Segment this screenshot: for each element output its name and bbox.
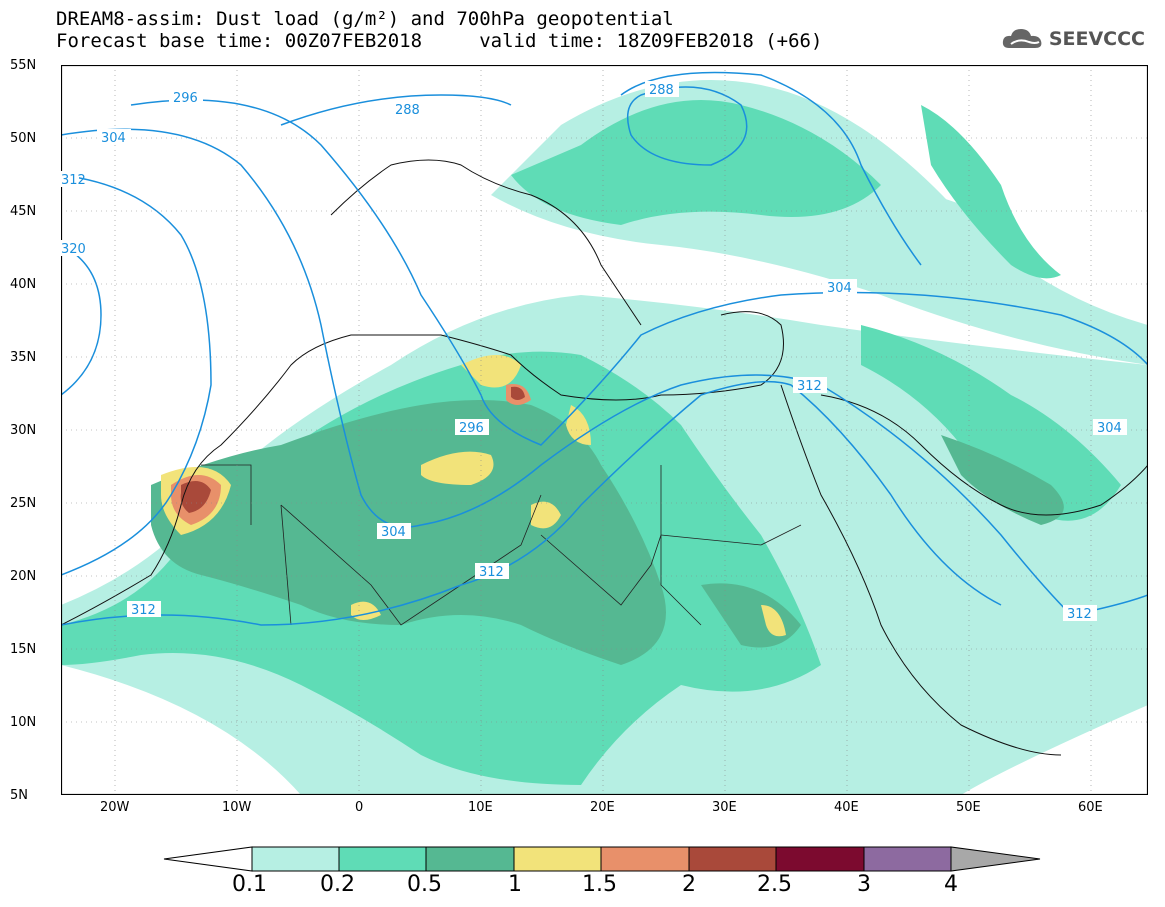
colorbar-label: 0.5	[407, 872, 442, 897]
lat-label: 20N	[10, 569, 37, 584]
colorbar-swatch	[425, 846, 515, 872]
lat-label: 45N	[10, 204, 37, 219]
contour-label-312-west: 312	[61, 171, 86, 188]
lon-label: 60E	[1078, 800, 1103, 815]
contour-label-320-west: 320	[61, 240, 86, 257]
colorbar-swatch	[863, 846, 952, 872]
contour-label-288-north: 288	[391, 101, 425, 118]
svg-text:320: 320	[61, 242, 86, 257]
colorbar	[163, 846, 1041, 872]
svg-text:288: 288	[649, 83, 674, 98]
lon-label: 30E	[712, 800, 737, 815]
colorbar-label: 2.5	[757, 872, 792, 897]
contour-label-288-east: 288	[645, 81, 679, 98]
lon-label: 0	[355, 800, 364, 815]
contour-label-296-center: 296	[455, 419, 489, 436]
country-borders	[201, 464, 802, 626]
svg-text:312: 312	[131, 603, 156, 618]
logo-text: SEEVCCC	[1048, 28, 1145, 50]
lat-label: 40N	[10, 277, 37, 292]
lat-label: 55N	[10, 58, 37, 73]
contour-label-304-far-east: 304	[1093, 419, 1127, 436]
contour-label-304-east: 304	[823, 279, 857, 296]
colorbar-swatch	[338, 846, 427, 872]
map-title: DREAM8-assim: Dust load (g/m²) and 700hP…	[56, 8, 674, 30]
contour-label-312-west-south: 312	[127, 601, 161, 618]
lat-label: 30N	[10, 423, 37, 438]
colorbar-label: 4	[944, 872, 958, 897]
contour-label-304-center: 304	[377, 523, 411, 540]
colorbar-low-arrow	[163, 846, 253, 872]
lon-label: 40E	[834, 800, 859, 815]
map-plot: 296 288 304 312 320 288 304 312 296 304 …	[61, 65, 1148, 795]
dust-brown-shading	[180, 386, 525, 513]
colorbar-swatch	[600, 846, 690, 872]
lat-label: 50N	[10, 131, 37, 146]
lon-label: 20W	[100, 800, 130, 815]
lat-label: 5N	[10, 788, 28, 803]
svg-text:304: 304	[381, 525, 406, 540]
lat-label: 15N	[10, 642, 37, 657]
contour-label-312-center: 312	[793, 377, 827, 394]
svg-text:312: 312	[479, 565, 504, 580]
colorbar-high-arrow	[950, 846, 1041, 872]
lat-label: 25N	[10, 496, 37, 511]
forecast-time-line: Forecast base time: 00Z07FEB2018 valid t…	[56, 30, 823, 52]
contour-label-312-far-east: 312	[1063, 605, 1097, 622]
colorbar-swatch	[688, 846, 777, 872]
svg-text:304: 304	[827, 281, 852, 296]
colorbar-swatch	[251, 846, 340, 872]
geopotential-contours	[61, 71, 1148, 626]
coastlines	[61, 159, 1148, 756]
svg-text:288: 288	[395, 103, 420, 118]
colorbar-label: 1.5	[582, 872, 617, 897]
svg-text:296: 296	[459, 421, 484, 436]
svg-text:296: 296	[173, 91, 198, 106]
svg-text:304: 304	[1097, 421, 1122, 436]
colorbar-label: 3	[857, 872, 871, 897]
lat-label: 10N	[10, 715, 37, 730]
svg-text:312: 312	[797, 379, 822, 394]
lon-label: 20E	[590, 800, 615, 815]
colorbar-label: 0.1	[232, 872, 267, 897]
contour-label-304-west: 304	[97, 129, 131, 146]
lon-label: 10W	[222, 800, 252, 815]
colorbar-swatch	[775, 846, 865, 872]
cloud-icon	[1002, 29, 1042, 48]
colorbar-swatch	[513, 846, 602, 872]
contour-label-296-north: 296	[169, 89, 203, 106]
seevccc-logo: SEEVCCC	[1001, 26, 1145, 52]
colorbar-label: 1	[508, 872, 522, 897]
colorbar-label: 0.2	[320, 872, 355, 897]
svg-text:312: 312	[61, 173, 86, 188]
svg-text:312: 312	[1067, 607, 1092, 622]
lon-label: 50E	[956, 800, 981, 815]
svg-text:304: 304	[101, 131, 126, 146]
colorbar-label: 2	[682, 872, 696, 897]
contour-label-312-south: 312	[475, 563, 509, 580]
lon-label: 10E	[468, 800, 493, 815]
lat-label: 35N	[10, 350, 37, 365]
